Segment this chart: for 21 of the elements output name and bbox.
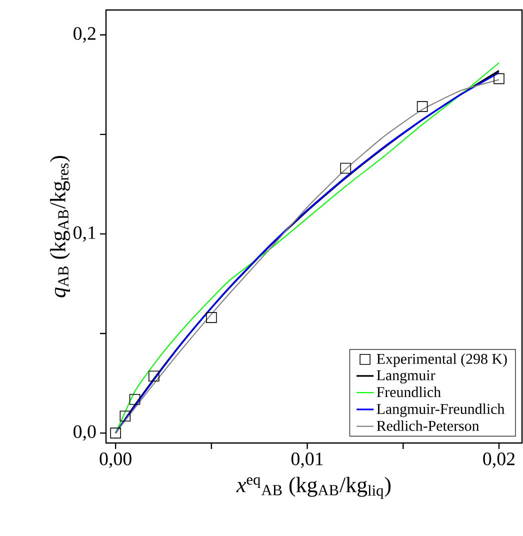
point (416, 101, 428, 112)
point (340, 162, 352, 174)
legend-label: Langmuir-Freundlich (376, 404, 505, 418)
legend-label: Redlich-Peterson (376, 420, 480, 431)
point (120, 410, 131, 422)
y-tick-label: 0,1 (74, 226, 96, 242)
point (148, 370, 160, 382)
x-tick-label: 0,01 (291, 452, 323, 468)
y-tick-label: 0,0 (74, 425, 96, 441)
legend-label: Experimental (298 K) (376, 353, 507, 367)
x-tick-label: 0,00 (100, 452, 132, 468)
y-tick-label: 0,2 (74, 27, 96, 43)
point (494, 73, 504, 84)
legend-label: Langmuir (376, 370, 436, 384)
point (206, 312, 217, 323)
legend-label: Freundlich (376, 386, 441, 398)
point (110, 428, 121, 438)
x-tick-label: 0,02 (483, 452, 515, 468)
y-axis-title: q$_{AB}$ (kg$_{AB}$/kg$_{res}$) (50, 156, 70, 298)
point (129, 394, 140, 405)
x-axis-title: x$^{eq}$$_{AB}$ (kg$_{AB}$/kg$_{liq}$) (236, 476, 391, 499)
